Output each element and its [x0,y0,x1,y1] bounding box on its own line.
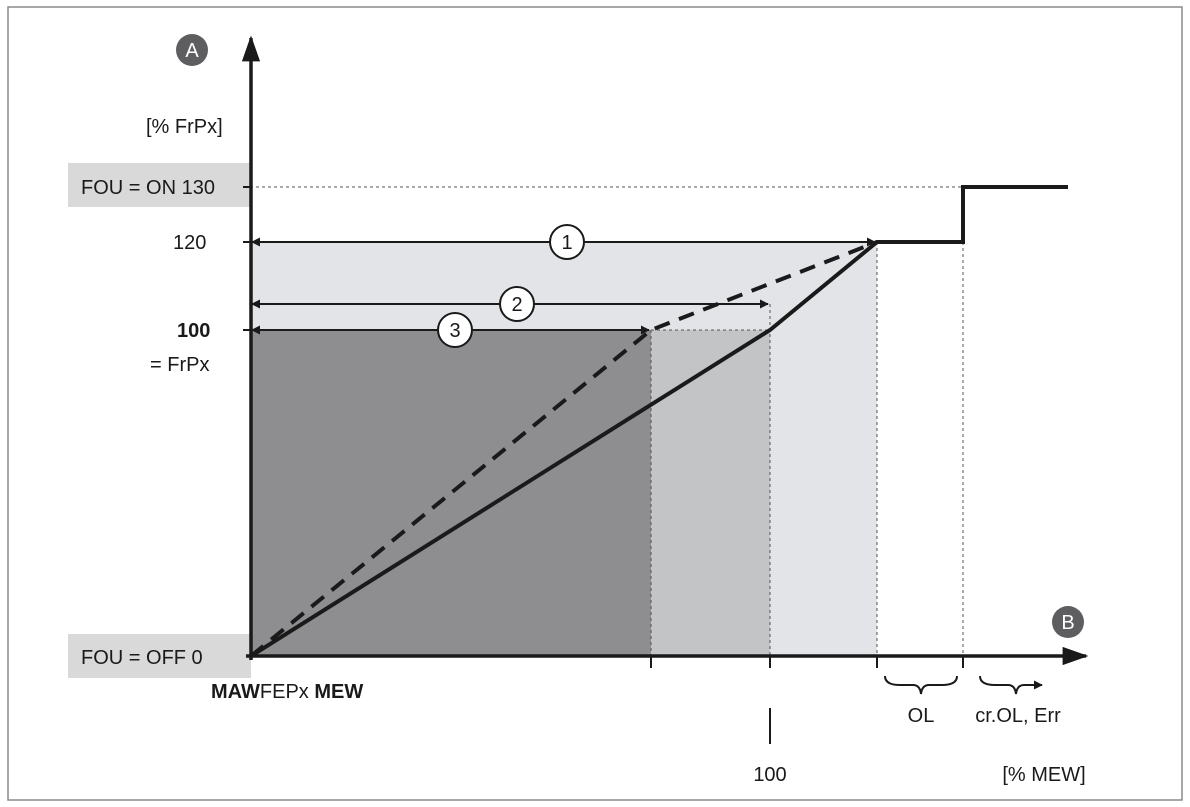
range-marker-3: 3 [437,312,473,348]
y-label-100: 100 [177,320,210,342]
fou-off-box [68,634,251,678]
range-marker-3-circle [437,312,473,348]
x-label-maw: MAW [211,681,260,703]
y-label-fou-on: FOU = ON 130 [81,177,215,199]
y-label-frpx: = FrPx [150,354,209,376]
y-ticks [243,186,251,331]
axis-marker-a-text: A [185,40,199,62]
region-dark [250,330,651,656]
solid-curve [249,185,1068,658]
x-label-100: 100 [753,764,786,786]
x-label-origin: MAWFEPx MEW [211,681,363,703]
range-marker-1-text: 1 [561,232,572,254]
axis-marker-b: B [1052,606,1084,638]
guide-lines [250,186,964,656]
axis-marker-b-text: B [1061,612,1074,634]
axis-marker-a-circle [176,34,208,66]
x-label-crol: cr.OL, Err [975,705,1061,727]
x-axis-unit: [% MEW] [1002,764,1085,786]
axis-marker-a: A [176,34,208,66]
x-ticks [650,656,964,744]
range-marker-1: 1 [549,224,585,260]
y-label-120: 120 [173,232,206,254]
range-marker-2-text: 2 [511,294,522,316]
axis-marker-b-circle [1052,606,1084,638]
range-marker-1-circle [549,224,585,260]
range-marker-3-text: 3 [449,320,460,342]
dashed-curve [249,240,878,658]
x-label-fepx: FEPx [260,681,314,703]
frame-border [7,6,1183,801]
range-marker-2-circle [499,286,535,322]
fou-on-box [68,163,251,207]
y-label-fou-off: FOU = OFF 0 [81,647,203,669]
ol-brace [884,675,958,695]
x-label-ol: OL [908,705,935,727]
crol-brace-arrow [979,675,1043,695]
x-label-mew: MEW [314,681,363,703]
range-marker-2: 2 [499,286,535,322]
y-axis-unit: [% FrPx] [146,116,223,138]
